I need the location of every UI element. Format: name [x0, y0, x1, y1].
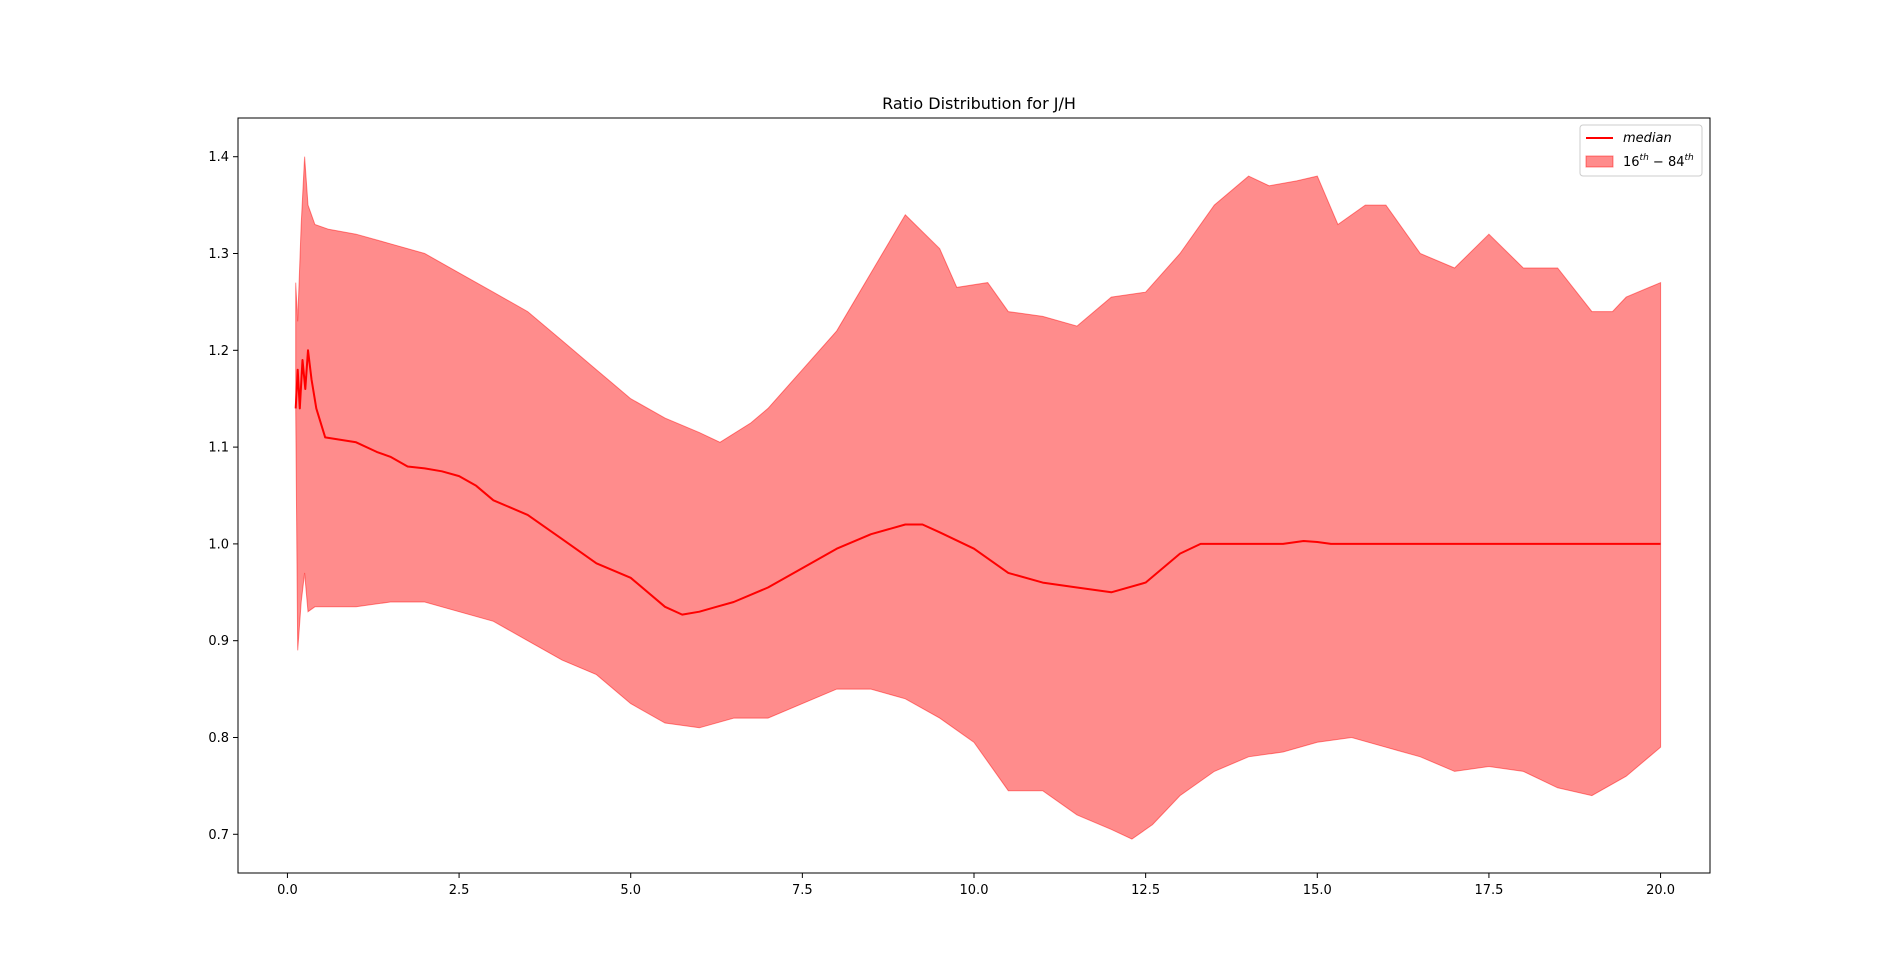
- axes-frame: [237, 117, 1711, 874]
- x-tick-label: 10.0: [960, 883, 989, 898]
- x-tick-label: 0.0: [277, 883, 298, 898]
- chart-title: Ratio Distribution for J/H: [882, 94, 1076, 113]
- y-axis: 0.7 0.8 0.9 1.0 1.1 1.2 1.3 1.4: [208, 150, 238, 843]
- legend-band-label-sup2: th: [1684, 153, 1694, 163]
- legend-band-label-sup1: th: [1640, 153, 1650, 163]
- y-tick-label: 1.4: [208, 150, 229, 165]
- legend-band-label-part2: − 84: [1649, 155, 1685, 170]
- y-tick-label: 1.2: [208, 344, 229, 359]
- x-tick-label: 12.5: [1131, 883, 1160, 898]
- percentile-band: [295, 156, 1662, 840]
- x-tick-label: 2.5: [449, 883, 470, 898]
- x-tick-label: 17.5: [1474, 883, 1503, 898]
- legend-band-label: 16th − 84th: [1623, 153, 1694, 170]
- legend-band-label-part1: 16: [1623, 155, 1640, 170]
- y-tick-label: 1.0: [208, 537, 229, 552]
- y-tick-label: 0.8: [208, 731, 229, 746]
- y-tick-label: 1.1: [208, 441, 229, 456]
- legend-median-label: median: [1623, 131, 1672, 146]
- median-line: [294, 349, 1661, 616]
- y-tick-label: 1.3: [208, 247, 229, 262]
- x-tick-label: 7.5: [792, 883, 813, 898]
- y-tick-label: 0.9: [208, 634, 229, 649]
- legend: median 16th − 84th: [1579, 124, 1703, 177]
- x-axis: 0.0 2.5 5.0 7.5 10.0 12.5 15.0 17.5 20.0: [277, 873, 1675, 898]
- x-tick-label: 5.0: [620, 883, 641, 898]
- plot-area: [294, 156, 1662, 840]
- legend-band-swatch: [1585, 155, 1614, 168]
- x-tick-label: 15.0: [1303, 883, 1332, 898]
- y-tick-label: 0.7: [208, 828, 229, 843]
- x-tick-label: 20.0: [1646, 883, 1675, 898]
